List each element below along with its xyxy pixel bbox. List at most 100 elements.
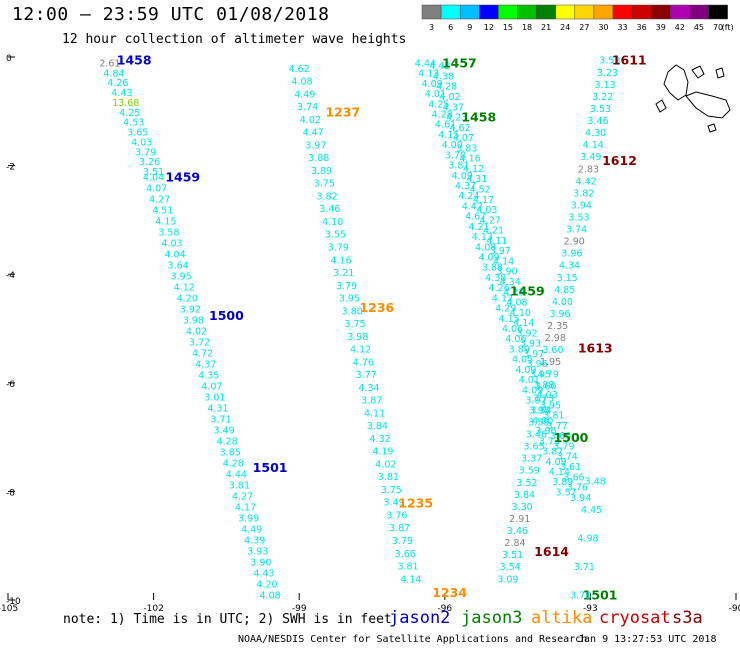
wave-height-value: 4.25 xyxy=(119,108,140,119)
wave-height-value: 3.58 xyxy=(158,227,179,238)
legend-tick-label: 27 xyxy=(579,23,589,32)
wave-height-value: 3.97 xyxy=(305,140,326,151)
footer-credit: NOAA/NESDIS Center for Satellite Applica… xyxy=(238,634,588,645)
wave-height-value: 3.94 xyxy=(570,493,591,504)
wave-height-value: 3.01 xyxy=(204,393,225,404)
wave-height-value: 3.66 xyxy=(563,472,584,483)
island-shape xyxy=(715,67,725,79)
wave-height-value: 3.21 xyxy=(333,268,354,279)
wave-height-value: 3.81 xyxy=(378,472,399,483)
wave-height-value: 4.13 xyxy=(418,69,439,80)
wave-height-value: 3.49 xyxy=(580,152,601,163)
pass-time-label: 1234 xyxy=(432,585,467,600)
wave-height-value: 3.61 xyxy=(560,462,581,473)
wave-height-value: 3.94 xyxy=(571,200,592,211)
wave-height-value: 4.62 xyxy=(449,123,470,134)
x-tick-label: -99 xyxy=(292,604,307,614)
wave-height-value: 3.90 xyxy=(496,267,517,278)
wave-height-value: 4.01 xyxy=(425,89,446,100)
color-scale-legend: 3 6 9 12 15 18 21 24 27 30 33 36 39 42 45 70(ft) xyxy=(421,4,734,32)
wave-height-value: 3.77 xyxy=(356,370,377,381)
wave-height-value: 3.87 xyxy=(389,523,410,534)
wave-height-value: 4.21 xyxy=(468,222,489,233)
wave-height-value: 4.08 xyxy=(291,77,312,88)
wave-height-value: 3.66 xyxy=(395,549,416,560)
wave-height-value: 4.84 xyxy=(103,68,124,79)
wave-height-value: 3.65 xyxy=(127,128,148,139)
wave-height-value: 4.16 xyxy=(330,255,351,266)
x-tick-label: -90 xyxy=(729,604,740,614)
wave-height-value: 4.03 xyxy=(161,238,182,249)
wave-height-value: 4.02 xyxy=(300,115,321,126)
wave-height-value: 4.06 xyxy=(502,324,523,335)
wave-height-value: 3.26 xyxy=(139,157,160,168)
wave-height-value: 4.27 xyxy=(480,215,501,226)
y-tick-label: -8 xyxy=(6,488,15,498)
y-tick-label: -4 xyxy=(6,271,15,281)
wave-height-value: 3.76 xyxy=(567,483,588,494)
chart-subtitle: 12 hour collection of altimeter wave hei… xyxy=(62,32,407,47)
island-shape xyxy=(663,64,689,101)
wave-height-value: 3.54 xyxy=(500,562,521,573)
legend-tick-label: 33 xyxy=(617,23,627,32)
wave-height-value: 4.00 xyxy=(552,297,573,308)
wave-height-value: 4.07 xyxy=(146,183,167,194)
wave-height-value: 4.34 xyxy=(358,383,379,394)
wave-height-value: 4.79 xyxy=(538,369,559,380)
pass-time-label: 1458 xyxy=(117,53,152,68)
wave-height-value: 4.38 xyxy=(433,71,454,82)
wave-height-value: 3.97 xyxy=(490,246,511,257)
pass-time-label: 1457 xyxy=(442,55,477,70)
wave-height-value: 3.51 xyxy=(143,167,164,178)
y-tick-label: -6 xyxy=(6,380,15,390)
legend-tick-label: 30 xyxy=(598,23,608,32)
wave-height-value: 4.67 xyxy=(465,212,486,223)
wave-height-value: 4.03 xyxy=(537,390,558,401)
satellite-legend-s3a: s3a xyxy=(672,608,703,628)
pass-time-label: 1612 xyxy=(602,153,637,168)
wave-height-value: 3.60 xyxy=(550,431,571,442)
wave-height-value: 3.46 xyxy=(526,430,547,441)
wave-height-value: 4.10 xyxy=(322,217,343,228)
wave-height-value: 4.12 xyxy=(350,345,371,356)
wave-height-value: 4.00 xyxy=(532,416,553,427)
wave-height-value: 3.46 xyxy=(507,526,528,537)
wave-height-value: 3.23 xyxy=(597,68,618,79)
legend-tick-label: 45 xyxy=(694,23,704,32)
wave-height-value: 4.14 xyxy=(513,318,534,329)
legend-tick-label: 21 xyxy=(541,23,551,32)
wave-height-value: 3.60 xyxy=(535,381,556,392)
wave-height-value: 4.38 xyxy=(485,273,506,284)
pass-time-label: 1235 xyxy=(398,495,433,510)
wave-height-value: 4.35 xyxy=(198,371,219,382)
wave-height-value: 4.13 xyxy=(472,232,493,243)
wave-height-value: 4.20 xyxy=(256,580,277,591)
wave-height-value: 2.90 xyxy=(564,237,585,248)
wave-height-value: 4.14 xyxy=(493,256,514,267)
wave-height-value: 4.07 xyxy=(453,133,474,144)
wave-height-value: 3.96 xyxy=(527,359,548,370)
satellite-legend-cryosat: cryosat xyxy=(599,608,671,628)
wave-height-value: 4.14 xyxy=(400,574,421,585)
wave-height-value: 4.85 xyxy=(554,285,575,296)
chart-title: 12:00 – 23:59 UTC 01/08/2018 xyxy=(12,4,330,25)
wave-height-value: 4.11 xyxy=(486,236,507,247)
wave-height-value: 3.52 xyxy=(516,478,537,489)
wave-height-value: 3.77 xyxy=(547,421,568,432)
wave-height-value: 3.87 xyxy=(361,396,382,407)
wave-height-value: 4.02 xyxy=(375,459,396,470)
wave-height-value: 3.75 xyxy=(344,319,365,330)
wave-height-value: 3.73 xyxy=(533,393,554,404)
wave-height-value: 3.95 xyxy=(171,271,192,282)
wave-height-value: 3.98 xyxy=(183,315,204,326)
wave-height-value: 4.09 xyxy=(546,457,567,468)
wave-height-value: 3.81 xyxy=(448,161,469,172)
wave-height-value: 4.53 xyxy=(123,118,144,129)
wave-height-value: 4.12 xyxy=(174,282,195,293)
wave-height-value: 4.28 xyxy=(217,437,238,448)
wave-height-value: 4.11 xyxy=(364,408,385,419)
wave-height-value: 4.08 xyxy=(475,242,496,253)
wave-height-value: 4.27 xyxy=(232,492,253,503)
legend-swatch xyxy=(708,4,728,20)
pass-time-label: 1500 xyxy=(554,430,589,445)
